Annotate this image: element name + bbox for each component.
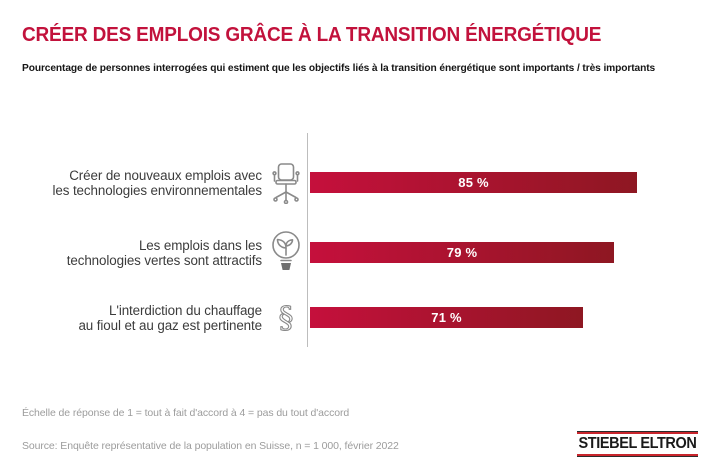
footnote-source: Source: Enquête représentative de la pop… — [22, 440, 399, 452]
category-label-line1: Les emplois dans les — [138, 237, 262, 253]
page-title: CRÉER DES EMPLOIS GRÂCE À LA TRANSITION … — [22, 24, 602, 47]
category-label-line1: Créer de nouveaux emplois avec — [69, 167, 262, 183]
footnote-response-scale: Échelle de réponse de 1 = tout à fait d'… — [22, 407, 350, 419]
category-label-line2: technologies vertes sont attractifs — [66, 252, 262, 268]
category-label: Les emplois dans les technologies vertes… — [12, 238, 262, 268]
bar-value-label: 85 % — [458, 175, 489, 190]
office-chair-icon — [267, 162, 305, 204]
category-label: Créer de nouveaux emplois avec les techn… — [12, 167, 263, 198]
svg-text:§: § — [279, 301, 294, 336]
category-label-line2: au fioul et au gaz est pertinente — [78, 317, 262, 333]
bar: 71 % — [310, 307, 583, 328]
chart-row: L'interdiction du chauffage au fioul et … — [0, 300, 710, 336]
stiebel-eltron-logo-frame: STIEBEL ELTRON — [577, 432, 698, 456]
lightbulb-leaf-icon — [267, 230, 305, 276]
category-label-line2: les technologies environnementales — [52, 182, 263, 198]
chart-axis-line — [307, 133, 308, 347]
bar-value-label: 79 % — [446, 245, 478, 260]
office-chair-icon — [272, 162, 300, 204]
category-label: L'interdiction du chauffage au fioul et … — [12, 303, 262, 333]
bar-value-label: 71 % — [431, 310, 462, 325]
section-sign-icon: § — [278, 300, 294, 336]
bar: 85 % — [310, 172, 637, 193]
chart-row: Les emplois dans les technologies vertes… — [0, 230, 710, 270]
bar: 79 % — [310, 242, 614, 263]
lightbulb-leaf-icon — [272, 230, 300, 270]
category-label-line1: L'interdiction du chauffage — [109, 302, 262, 318]
chart-row: Créer de nouveaux emplois avec les techn… — [0, 162, 710, 204]
stiebel-eltron-logo-text: STIEBEL ELTRON — [578, 435, 697, 453]
page-subtitle: Pourcentage de personnes interrogées qui… — [22, 63, 656, 74]
section-sign-icon: § — [267, 299, 305, 337]
stiebel-eltron-logo: STIEBEL ELTRON — [577, 431, 698, 457]
